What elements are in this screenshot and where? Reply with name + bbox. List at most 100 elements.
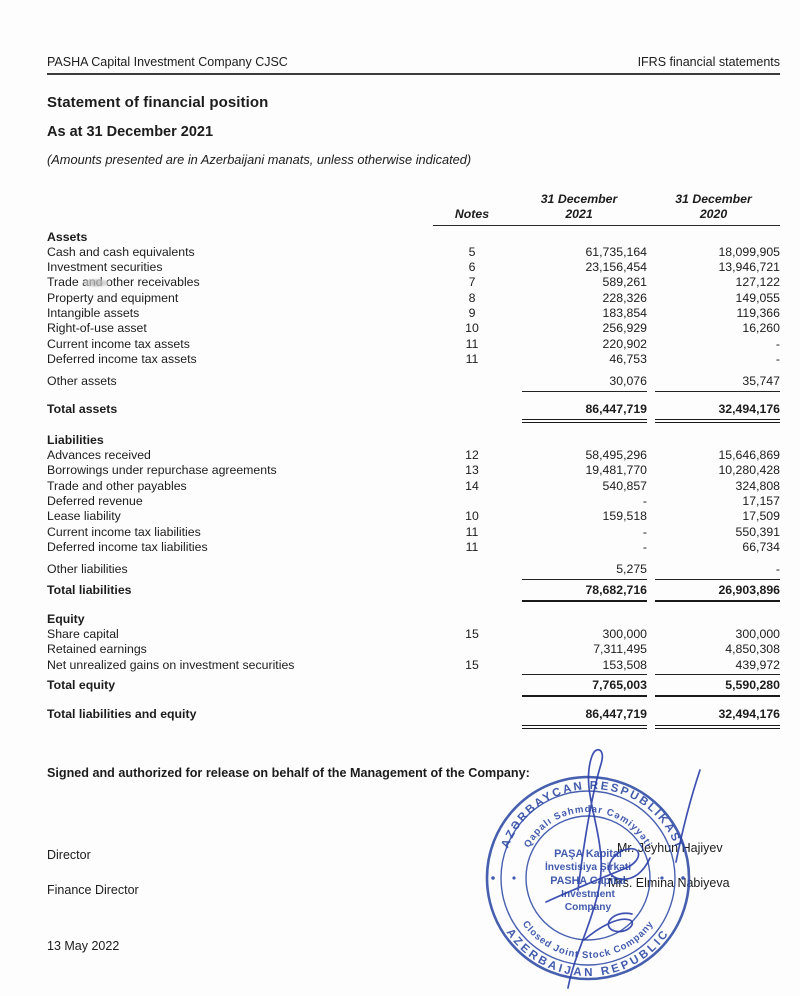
row-value-2020: 10,280,428 — [718, 463, 780, 478]
row-label: Property and equipment — [47, 290, 179, 305]
row-value-2021: 540,857 — [602, 478, 647, 493]
finance-director-title: Finance Director — [47, 882, 139, 897]
row-value-2021 — [522, 612, 647, 627]
company-name: PASHA Capital Investment Company CJSC — [47, 55, 288, 69]
row-label: Trade and other payables — [47, 478, 187, 493]
section-heading: Equity — [47, 611, 85, 626]
statement-title: Statement of financial position — [47, 94, 269, 111]
row-value-2020: - — [775, 336, 780, 351]
row-value-2020: - — [655, 562, 780, 580]
row-value-2020 — [655, 612, 780, 627]
row-value-2021 — [522, 230, 647, 245]
stamp-svg: AZƏRBAYCAN RESPUBLİKASI AZERBAIJAN REPUB… — [485, 748, 701, 989]
row-value-2020: 13,946,721 — [718, 260, 780, 275]
stamp-center-line4: Investment — [561, 889, 615, 900]
row-value-2020: - — [775, 351, 780, 366]
row-label: Advances received — [47, 448, 151, 463]
table-row: Retained earnings 7,311,495 4,850,308 — [47, 642, 780, 657]
row-value-2021: 30,076 — [522, 374, 647, 392]
row-value-2021: 86,447,719 — [522, 402, 647, 423]
row-value-2021: 58,495,296 — [585, 448, 647, 463]
row-value-2021: 153,508 — [522, 658, 647, 676]
table-row: Trade and other payables 14 540,857 324,808 — [47, 479, 780, 494]
row-note — [433, 402, 511, 426]
table-row: Property and equipment 8 228,326 149,055 — [47, 291, 780, 306]
row-value-2020: 66,734 — [742, 539, 780, 554]
row-value-2020: 35,747 — [655, 374, 780, 392]
row-label: Total assets — [47, 401, 118, 416]
row-note: 12 — [465, 448, 479, 463]
table-row: Lease liability 10 159,518 17,509 — [47, 509, 780, 524]
table-row: Total assets 86,447,719 32,494,176 — [47, 402, 780, 426]
row-value-2021: 220,902 — [602, 336, 647, 351]
table-row: Share capital 15 300,000 300,000 — [47, 627, 780, 642]
section-heading: Assets — [47, 229, 88, 244]
column-header-2021: 31 December 2021 — [540, 192, 618, 222]
page-header: PASHA Capital Investment Company CJSC IF… — [47, 55, 780, 75]
row-value-2021: - — [642, 539, 647, 554]
row-note — [433, 707, 511, 731]
signature-area: Director Mr. Jeyhun Hajiyev Finance Dire… — [47, 748, 780, 996]
table-header-rule — [433, 224, 780, 226]
stamp-separator-dot — [681, 875, 685, 880]
row-value-2021: 7,311,495 — [593, 642, 647, 657]
row-value-2020: 300,000 — [735, 627, 780, 642]
row-note — [433, 433, 511, 448]
financial-position-table: Notes 31 December 2021 31 December 2020 … — [47, 192, 780, 732]
section-heading-row: Assets — [47, 230, 780, 245]
row-value-2020: 127,122 — [735, 275, 780, 290]
column-header-2020: 31 December 2020 — [675, 192, 752, 222]
row-note — [433, 494, 511, 509]
row-value-2020 — [655, 433, 780, 448]
row-value-2020: 5,590,280 — [655, 678, 780, 698]
row-label: Trade and other receivables — [47, 275, 200, 290]
row-label: Retained earnings — [47, 642, 147, 657]
table-row: Other liabilities 5,275- — [47, 562, 780, 582]
stamp-separator-dot — [660, 876, 664, 880]
row-label: Net unrealized gains on investment secur… — [47, 657, 295, 672]
row-note: 14 — [465, 478, 479, 493]
row-value-2020: 324,808 — [735, 478, 780, 493]
row-value-2021: 78,682,716 — [522, 583, 647, 602]
row-label: Other assets — [47, 374, 117, 389]
row-note: 11 — [465, 539, 479, 554]
table-row: Deferred income tax assets 11 46,753 - — [47, 352, 780, 367]
row-note — [433, 612, 511, 627]
row-value-2020: 550,391 — [735, 524, 780, 539]
row-note: 10 — [465, 321, 479, 336]
row-value-2020: 149,055 — [735, 290, 780, 305]
row-value-2020: 18,099,905 — [718, 244, 780, 259]
row-value-2020: 119,366 — [736, 306, 780, 321]
row-label: Total liabilities and equity — [47, 707, 197, 722]
row-value-2021: 86,447,719 — [522, 707, 647, 729]
row-value-2021: 228,326 — [602, 290, 647, 305]
row-label: Deferred income tax assets — [47, 351, 197, 366]
signature-heading: Signed and authorized for release on beh… — [47, 765, 530, 780]
row-value-2021: 183,854 — [602, 306, 647, 321]
section-heading: Liabilities — [47, 432, 104, 447]
row-value-2021: 23,156,454 — [585, 260, 647, 275]
row-value-2021: 589,261 — [602, 275, 647, 290]
statement-date-title: As at 31 December 2021 — [47, 124, 214, 140]
table-row: Total equity 7,765,003 5,590,280 — [47, 678, 780, 700]
row-note: 5 — [468, 244, 476, 259]
row-note — [433, 374, 511, 394]
row-label: Share capital — [47, 627, 119, 642]
table-row: Total liabilities 78,682,716 26,903,896 — [47, 583, 780, 605]
stamp-inner-top-text: Qapalı Səhmdar Cəmiyyəti — [522, 804, 654, 850]
row-value-2020: 16,260 — [742, 321, 780, 336]
row-value-2020: 32,494,176 — [655, 402, 780, 423]
row-label: Lease liability — [47, 509, 121, 524]
section-heading-row: Liabilities — [47, 433, 780, 448]
row-label: Investment securities — [47, 260, 163, 275]
row-value-2021: 256,929 — [602, 321, 647, 336]
row-note: 10 — [465, 509, 479, 524]
stamp-center-line3: PASHA Capital — [550, 875, 626, 887]
row-label: Deferred revenue — [47, 494, 143, 509]
table-row: Net unrealized gains on investment secur… — [47, 658, 780, 678]
scan-smudge — [83, 279, 109, 288]
row-label: Intangible assets — [47, 306, 140, 321]
stamp-separator-dot — [512, 876, 516, 880]
row-label: Current income tax liabilities — [47, 524, 201, 539]
